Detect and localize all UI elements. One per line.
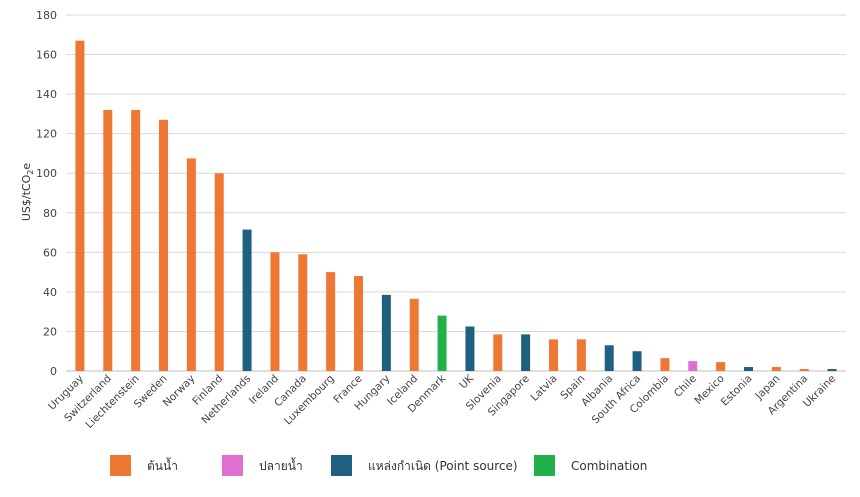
bar-spain [576, 339, 586, 371]
bar-ukraine [827, 369, 837, 371]
y-tick-label: 140 [36, 88, 57, 101]
legend: ต้นน้ำ ปลายน้ำ แหล่งกำเนิด (Point source) C… [110, 455, 647, 476]
x-axis-categories: UruguaySwitzerlandLiechtensteinSwedenNor… [46, 372, 838, 431]
bar-japan [771, 367, 781, 371]
bar-denmark [437, 315, 447, 371]
bar-hungary [381, 294, 391, 371]
bar-sweden [159, 119, 168, 371]
y-tick-label: 20 [43, 325, 57, 338]
x-tick-label: UK [457, 372, 477, 392]
legend-label-downstream: ปลายน้ำ [259, 457, 303, 473]
bar-liechtenstein [131, 109, 141, 371]
bar-chile [688, 361, 698, 371]
legend-swatch-upstream [110, 455, 131, 476]
y-tick-label: 120 [36, 128, 57, 141]
y-tick-label: 80 [43, 207, 57, 220]
y-axis-label-suffix: e [20, 163, 33, 170]
y-tick-label: 180 [36, 9, 57, 22]
bar-albania [604, 345, 614, 371]
y-tick-label: 40 [43, 286, 57, 299]
y-tick-label: 160 [36, 49, 57, 62]
bar-singapore [521, 334, 531, 371]
bar-switzerland [103, 109, 113, 371]
x-tick-label: Estonia [719, 373, 755, 409]
bar-canada [298, 254, 308, 371]
bar-uk [465, 326, 475, 371]
legend-label-point: แหล่งกำเนิด (Point source) [368, 459, 518, 473]
legend-swatch-combination [534, 455, 555, 476]
y-axis-label: US$/tCO2e [20, 163, 35, 221]
bar-colombia [660, 358, 670, 371]
bar-finland [214, 173, 224, 371]
y-axis-label-main: US$/tCO [20, 174, 33, 221]
bar-mexico [716, 362, 726, 371]
bar-south-africa [632, 351, 642, 371]
legend-swatch-downstream [222, 455, 243, 476]
bar-argentina [799, 369, 809, 371]
y-tick-label: 60 [43, 246, 57, 259]
bar-iceland [409, 298, 419, 371]
bar-latvia [549, 339, 558, 371]
bar-estonia [744, 367, 753, 371]
y-tick-label: 0 [50, 365, 57, 378]
gridlines [66, 14, 846, 372]
bar-netherlands [242, 229, 252, 371]
legend-label-upstream: ต้นน้ำ [147, 457, 178, 473]
legend-swatch-point [331, 455, 352, 476]
bars [75, 40, 837, 371]
bar-slovenia [493, 334, 503, 371]
legend-label-combination: Combination [571, 459, 647, 473]
y-axis-label-subscript: 2 [26, 170, 35, 175]
bar-luxembourg [326, 272, 336, 371]
bar-france [354, 276, 363, 371]
x-tick-label: Luxembourg [282, 373, 337, 428]
y-axis-ticks: 0 20 40 60 80 100 120 140 160 180 [36, 9, 57, 378]
y-tick-label: 100 [36, 167, 57, 180]
bar-ireland [270, 252, 280, 371]
bar-norway [186, 158, 196, 371]
x-tick-label: Latvia [529, 373, 560, 404]
bar-uruguay [75, 40, 85, 371]
